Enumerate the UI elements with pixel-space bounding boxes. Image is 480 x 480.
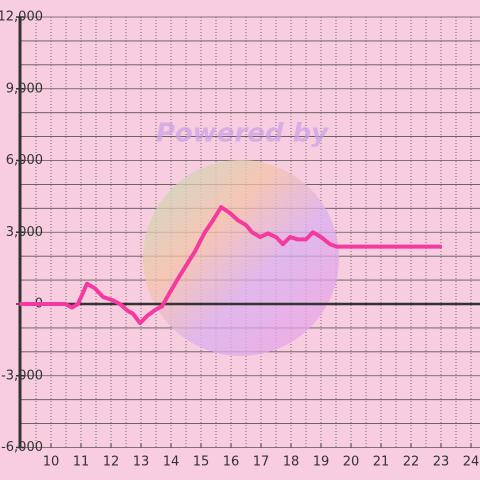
x-tick-label: 12 xyxy=(103,455,120,470)
data-line xyxy=(19,205,443,326)
x-tick-label: 22 xyxy=(403,455,420,470)
x-tick-label: 19 xyxy=(313,455,330,470)
plot: -6,000-3,00003,0006,0009,00012,000101112… xyxy=(0,10,480,470)
x-tick-label: 11 xyxy=(73,455,90,470)
x-tick-label: 15 xyxy=(193,455,210,470)
x-tick-label: 14 xyxy=(163,455,180,470)
x-tick-label: 13 xyxy=(133,455,150,470)
y-tick-label: 6,000 xyxy=(6,153,43,168)
watermark-logo xyxy=(143,160,339,356)
x-tick-label: 18 xyxy=(283,455,300,470)
x-tick-label: 17 xyxy=(253,455,270,470)
x-tick-label: 23 xyxy=(433,455,450,470)
x-tick-label: 16 xyxy=(223,455,240,470)
x-tick-label: 24 xyxy=(463,455,480,470)
y-tick-label: 3,000 xyxy=(6,225,43,240)
y-tick-label: 9,000 xyxy=(6,81,43,96)
x-tick-label: 21 xyxy=(373,455,390,470)
watermark-text: Powered by xyxy=(156,119,329,149)
x-tick-label: 10 xyxy=(43,455,60,470)
x-tick-label: 20 xyxy=(343,455,360,470)
